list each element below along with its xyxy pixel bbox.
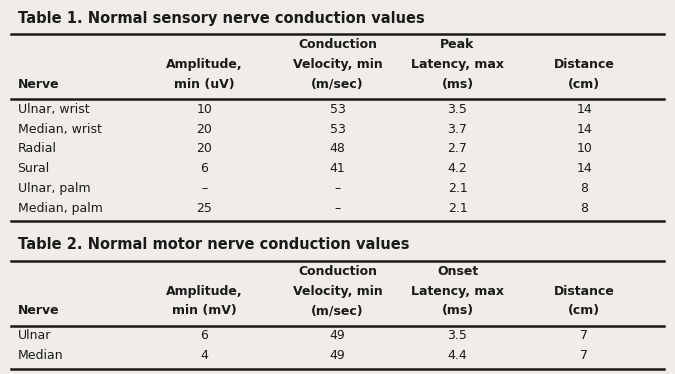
Text: Radial: Radial xyxy=(18,142,57,156)
Text: 3.5: 3.5 xyxy=(448,103,468,116)
Text: Median, wrist: Median, wrist xyxy=(18,123,101,136)
Text: Sural: Sural xyxy=(18,162,50,175)
Text: Conduction: Conduction xyxy=(298,39,377,51)
Text: (cm): (cm) xyxy=(568,304,600,318)
Text: 14: 14 xyxy=(576,123,592,136)
Text: (m/sec): (m/sec) xyxy=(311,78,364,91)
Text: Velocity, min: Velocity, min xyxy=(293,58,382,71)
Text: 2.7: 2.7 xyxy=(448,142,468,156)
Text: 14: 14 xyxy=(576,162,592,175)
Text: 49: 49 xyxy=(329,329,346,343)
Text: 2.1: 2.1 xyxy=(448,202,467,215)
Text: Distance: Distance xyxy=(554,58,615,71)
Text: Nerve: Nerve xyxy=(18,78,59,91)
Text: 14: 14 xyxy=(576,103,592,116)
Text: (ms): (ms) xyxy=(441,78,474,91)
Text: 25: 25 xyxy=(196,202,212,215)
Text: 4.2: 4.2 xyxy=(448,162,467,175)
Text: –: – xyxy=(334,182,341,195)
Text: Median, palm: Median, palm xyxy=(18,202,103,215)
Text: Peak: Peak xyxy=(440,39,475,51)
Text: Table 1. Normal sensory nerve conduction values: Table 1. Normal sensory nerve conduction… xyxy=(18,11,425,26)
Text: Nerve: Nerve xyxy=(18,304,59,318)
Text: 3.7: 3.7 xyxy=(448,123,468,136)
Text: Amplitude,: Amplitude, xyxy=(166,58,242,71)
Text: min (mV): min (mV) xyxy=(172,304,236,318)
Text: Table 2. Normal motor nerve conduction values: Table 2. Normal motor nerve conduction v… xyxy=(18,237,409,252)
Text: 6: 6 xyxy=(200,329,208,343)
Text: 53: 53 xyxy=(329,123,346,136)
Text: 6: 6 xyxy=(200,162,208,175)
Text: 10: 10 xyxy=(576,142,592,156)
Text: Conduction: Conduction xyxy=(298,265,377,278)
Text: Onset: Onset xyxy=(437,265,478,278)
Text: 53: 53 xyxy=(329,103,346,116)
Text: 41: 41 xyxy=(329,162,346,175)
Text: 7: 7 xyxy=(580,329,588,343)
Text: 48: 48 xyxy=(329,142,346,156)
Text: (m/sec): (m/sec) xyxy=(311,304,364,318)
Text: 3.5: 3.5 xyxy=(448,329,468,343)
Text: 4.4: 4.4 xyxy=(448,349,467,362)
Text: –: – xyxy=(201,182,207,195)
Text: 8: 8 xyxy=(580,202,588,215)
Text: 2.1: 2.1 xyxy=(448,182,467,195)
Text: Velocity, min: Velocity, min xyxy=(293,285,382,298)
Text: 20: 20 xyxy=(196,142,212,156)
Text: –: – xyxy=(334,202,341,215)
Text: Ulnar, wrist: Ulnar, wrist xyxy=(18,103,89,116)
Text: 10: 10 xyxy=(196,103,212,116)
Text: Ulnar, palm: Ulnar, palm xyxy=(18,182,90,195)
Text: (ms): (ms) xyxy=(441,304,474,318)
Text: 8: 8 xyxy=(580,182,588,195)
Text: Ulnar: Ulnar xyxy=(18,329,51,343)
Text: 7: 7 xyxy=(580,349,588,362)
Text: 20: 20 xyxy=(196,123,212,136)
Text: Distance: Distance xyxy=(554,285,615,298)
Text: 49: 49 xyxy=(329,349,346,362)
Text: (cm): (cm) xyxy=(568,78,600,91)
Text: Amplitude,: Amplitude, xyxy=(166,285,242,298)
Text: Latency, max: Latency, max xyxy=(411,58,504,71)
Text: Median: Median xyxy=(18,349,63,362)
Text: Latency, max: Latency, max xyxy=(411,285,504,298)
Text: 4: 4 xyxy=(200,349,208,362)
Text: min (uV): min (uV) xyxy=(174,78,234,91)
